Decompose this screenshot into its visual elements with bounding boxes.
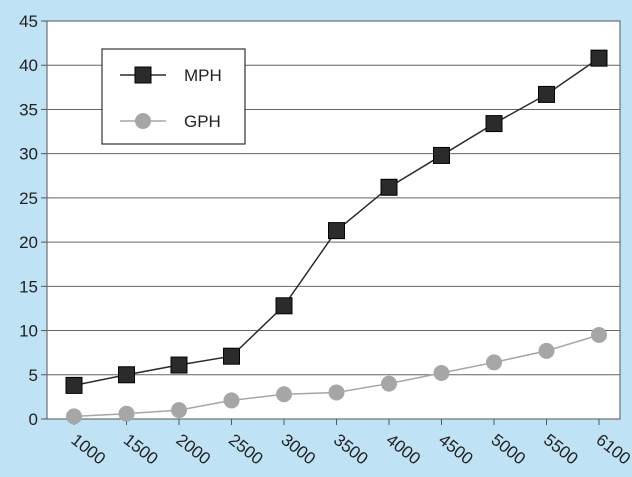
y-tick-label: 40 [19, 56, 38, 75]
series-group [65, 49, 608, 425]
legend-label-mph: MPH [184, 66, 222, 85]
x-tick-label: 3000 [278, 430, 320, 468]
data-point-mph [275, 297, 293, 315]
data-point-mph [223, 347, 240, 365]
data-point-gph [223, 392, 240, 409]
data-point-gph [381, 375, 397, 392]
data-point-gph [433, 365, 450, 382]
gridlines [47, 64, 620, 376]
data-point-gph [276, 386, 292, 403]
legend: MPH GPH [101, 48, 246, 145]
y-tick-label: 35 [19, 100, 38, 119]
y-tick-label: 5 [29, 366, 38, 385]
x-tick-label: 1000 [68, 430, 110, 468]
data-point-gph [486, 354, 502, 371]
data-point-mph [485, 115, 503, 133]
x-axis: 1000 1500 2000 2500 3000 3500 4000 4500 5000 5500… [68, 419, 632, 468]
data-point-mph [538, 85, 555, 103]
y-tick-label: 10 [19, 322, 38, 341]
data-point-mph [590, 49, 608, 67]
legend-box [101, 48, 246, 145]
x-tick-label: 2000 [173, 430, 215, 468]
data-point-gph [66, 408, 82, 425]
x-tick-label: 4000 [383, 430, 425, 468]
data-point-gph [591, 326, 607, 343]
y-tick-label: 30 [19, 145, 38, 164]
x-tick-label: 5000 [488, 430, 530, 468]
y-tick-label: 45 [19, 12, 38, 31]
data-point-mph [433, 146, 450, 164]
y-tick-label: 20 [19, 233, 38, 252]
data-point-mph [170, 356, 188, 374]
data-point-gph [538, 342, 555, 359]
y-tick-label: 25 [19, 189, 38, 208]
legend-marker-mph [134, 66, 152, 84]
x-tick-label: 4500 [435, 430, 477, 468]
y-axis: 0 5 10 15 20 25 30 35 40 45 [19, 12, 47, 429]
legend-label-gph: GPH [184, 112, 221, 131]
data-point-mph [118, 366, 135, 384]
legend-marker-gph [135, 113, 151, 129]
x-tick-label: 1500 [120, 430, 162, 468]
x-tick-label: 5500 [540, 430, 582, 468]
data-point-gph [171, 402, 187, 419]
x-tick-label: 3500 [330, 430, 372, 468]
y-tick-label: 15 [19, 277, 38, 296]
data-point-mph [65, 376, 83, 394]
x-tick-label: 2500 [225, 430, 267, 468]
data-point-mph [328, 222, 345, 240]
data-point-mph [380, 178, 398, 196]
y-tick-label: 0 [29, 410, 38, 429]
x-tick-label: 6100 [593, 430, 632, 468]
data-point-gph [328, 384, 345, 401]
data-point-gph [118, 405, 135, 422]
